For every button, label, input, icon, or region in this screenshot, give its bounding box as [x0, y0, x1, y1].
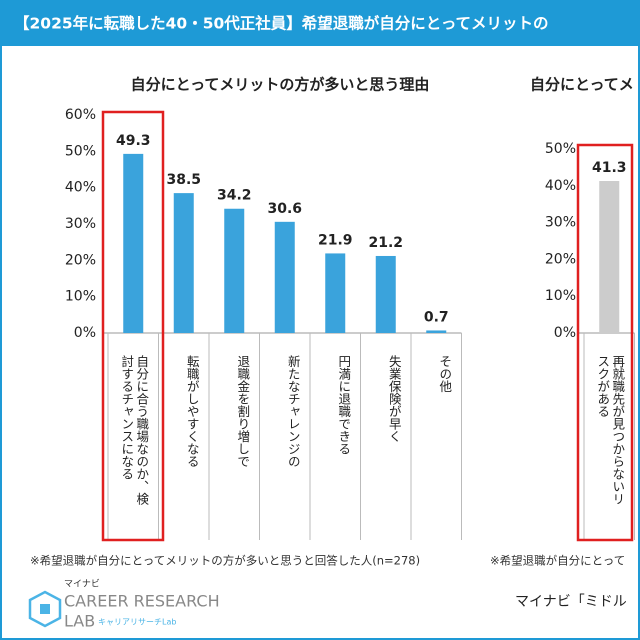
y-tick-label: 40% — [65, 180, 96, 196]
logo-brand: マイナビ — [64, 579, 100, 590]
y-tick-label: 20% — [65, 252, 96, 268]
value-label: 30.6 — [267, 201, 302, 217]
logo-icon — [40, 604, 50, 614]
x-tick-label: 再就職先が見つからないリスクがある — [595, 355, 626, 505]
bar — [599, 181, 620, 333]
logo-name: CAREER RESEARCH — [64, 592, 220, 611]
x-tick-label: 新たなチャレンジの — [285, 355, 301, 468]
value-label: 0.7 — [424, 309, 449, 325]
bar — [426, 330, 447, 333]
header-bar — [0, 0, 640, 46]
header-title: 【2025年に転職した40・50代正社員】希望退職が自分にとってメリットの — [14, 14, 549, 33]
bar — [173, 193, 194, 333]
x-tick-label: 転職がしやすくなる — [184, 355, 200, 468]
y-tick-label: 30% — [65, 216, 96, 232]
bar — [325, 253, 346, 333]
bar — [274, 221, 295, 333]
value-label: 21.2 — [368, 235, 403, 251]
footnote: ※希望退職が自分にとってメリットの方が多いと思うと回答した人(n=278) — [30, 554, 420, 568]
y-tick-label: 10% — [545, 288, 576, 304]
x-tick-label: その他 — [437, 355, 453, 393]
x-tick-label: 円満に退職できる — [336, 355, 352, 455]
y-tick-label: 40% — [545, 178, 576, 194]
logo-icon — [28, 590, 62, 628]
value-label: 34.2 — [217, 188, 252, 204]
logo-lab: LAB — [64, 612, 95, 631]
value-label: 41.3 — [592, 160, 627, 176]
y-tick-label: 30% — [545, 215, 576, 231]
bar — [375, 255, 396, 333]
bar — [123, 153, 144, 333]
y-tick-label: 50% — [65, 143, 96, 159]
y-tick-label: 0% — [554, 325, 576, 341]
y-tick-label: 50% — [545, 141, 576, 157]
source: マイナビ「ミドル — [515, 594, 627, 610]
highlight-box — [576, 143, 634, 542]
x-tick-label: 退職金を割り増しで — [235, 355, 251, 468]
x-tick-label: 自分に合う職場なのか、検討するチャンスになる — [119, 355, 150, 505]
logo: マイナビ CAREER RESEARCH LAB キャリアリサーチLab — [28, 579, 220, 631]
value-label: 49.3 — [116, 133, 151, 149]
value-label: 21.9 — [318, 232, 353, 248]
logo-sub: キャリアリサーチLab — [98, 618, 176, 627]
y-tick-label: 0% — [74, 325, 96, 341]
footnote: ※希望退職が自分にとって — [490, 554, 625, 568]
y-tick-label: 20% — [545, 251, 576, 267]
chart-title: 自分にとってメリットの方が多いと思う理由 — [131, 76, 430, 94]
value-label: 38.5 — [166, 172, 201, 188]
y-tick-label: 60% — [65, 107, 96, 123]
bar — [224, 208, 245, 333]
highlight-box — [101, 110, 165, 542]
y-tick-label: 10% — [65, 289, 96, 305]
x-tick-label: 失業保険が早く — [386, 355, 402, 443]
chart-title: 自分にとってメ — [530, 76, 634, 94]
